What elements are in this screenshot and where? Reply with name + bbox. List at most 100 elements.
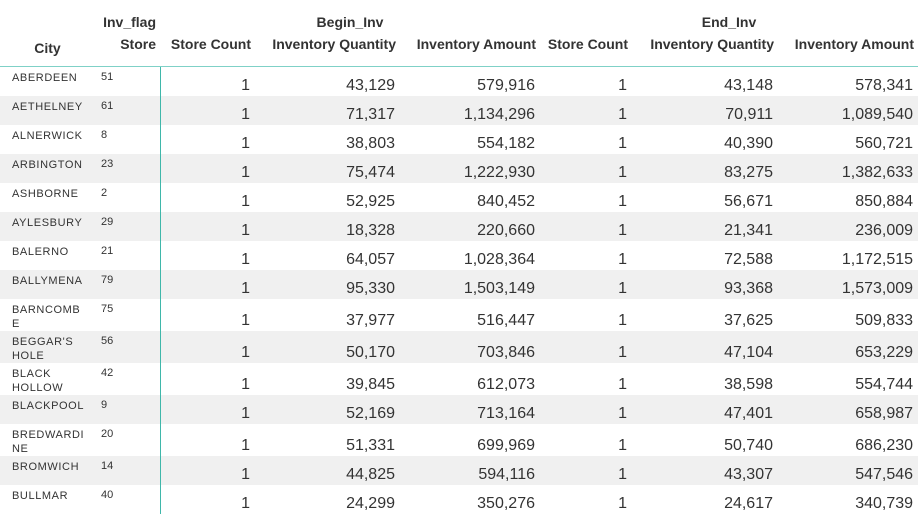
value-cell: 1	[160, 299, 255, 331]
column-header[interactable]: Inventory Quantity	[255, 33, 400, 67]
city-cell: BREDWARDINE	[0, 424, 95, 456]
store-cell: 79	[95, 270, 160, 299]
value-cell: 1	[540, 125, 632, 154]
value-cell: 594,116	[400, 456, 540, 485]
city-cell: ALNERWICK	[0, 125, 95, 154]
store-cell: 75	[95, 299, 160, 331]
value-cell: 703,846	[400, 331, 540, 363]
value-cell: 1	[160, 154, 255, 183]
store-cell: 8	[95, 125, 160, 154]
city-cell: BULLMAR	[0, 485, 95, 514]
value-cell: 1,134,296	[400, 96, 540, 125]
value-cell: 1,573,009	[778, 270, 918, 299]
value-cell: 64,057	[255, 241, 400, 270]
store-cell: 56	[95, 331, 160, 363]
value-cell: 1,503,149	[400, 270, 540, 299]
value-cell: 340,739	[778, 485, 918, 514]
store-cell: 51	[95, 67, 160, 97]
column-header[interactable]: Store Count	[540, 33, 632, 67]
value-cell: 47,104	[632, 331, 778, 363]
group-header[interactable]: End_Inv	[540, 0, 918, 33]
value-cell: 686,230	[778, 424, 918, 456]
city-cell: AYLESBURY	[0, 212, 95, 241]
value-cell: 1	[540, 241, 632, 270]
value-cell: 658,987	[778, 395, 918, 424]
value-cell: 38,803	[255, 125, 400, 154]
value-cell: 1	[160, 485, 255, 514]
city-header[interactable]: City	[0, 0, 95, 67]
value-cell: 70,911	[632, 96, 778, 125]
store-cell: 14	[95, 456, 160, 485]
value-cell: 1	[160, 96, 255, 125]
page: City Inv_flag Begin_Inv End_Inv Store St…	[0, 0, 918, 472]
value-cell: 24,299	[255, 485, 400, 514]
city-cell: ASHBORNE	[0, 183, 95, 212]
city-cell: ARBINGTON	[0, 154, 95, 183]
value-cell: 43,148	[632, 67, 778, 97]
city-cell: BLACKPOOL	[0, 395, 95, 424]
value-cell: 43,129	[255, 67, 400, 97]
value-cell: 56,671	[632, 183, 778, 212]
city-cell: BARNCOMBE	[0, 299, 95, 331]
value-cell: 699,969	[400, 424, 540, 456]
value-cell: 1	[540, 212, 632, 241]
column-header[interactable]: Inventory Quantity	[632, 33, 778, 67]
store-cell: 29	[95, 212, 160, 241]
value-cell: 75,474	[255, 154, 400, 183]
column-header[interactable]: Inventory Amount	[400, 33, 540, 67]
store-cell: 23	[95, 154, 160, 183]
value-cell: 579,916	[400, 67, 540, 97]
value-cell: 1,089,540	[778, 96, 918, 125]
value-cell: 1	[540, 67, 632, 97]
value-cell: 1	[160, 363, 255, 395]
value-cell: 40,390	[632, 125, 778, 154]
value-cell: 560,721	[778, 125, 918, 154]
value-cell: 93,368	[632, 270, 778, 299]
value-cell: 1	[160, 456, 255, 485]
value-cell: 1	[160, 424, 255, 456]
value-cell: 554,744	[778, 363, 918, 395]
store-cell: 2	[95, 183, 160, 212]
value-cell: 1,222,930	[400, 154, 540, 183]
value-cell: 1	[540, 395, 632, 424]
value-cell: 1	[540, 270, 632, 299]
value-cell: 51,331	[255, 424, 400, 456]
value-cell: 1	[160, 331, 255, 363]
group-header[interactable]: Begin_Inv	[160, 0, 540, 33]
value-cell: 44,825	[255, 456, 400, 485]
store-cell: 21	[95, 241, 160, 270]
value-cell: 52,169	[255, 395, 400, 424]
value-cell: 71,317	[255, 96, 400, 125]
value-cell: 43,307	[632, 456, 778, 485]
value-cell: 1	[540, 363, 632, 395]
column-header[interactable]: Inventory Amount	[778, 33, 918, 67]
value-cell: 220,660	[400, 212, 540, 241]
value-cell: 95,330	[255, 270, 400, 299]
inv-flag-header[interactable]: Inv_flag	[95, 0, 160, 33]
value-cell: 1,382,633	[778, 154, 918, 183]
value-cell: 713,164	[400, 395, 540, 424]
city-cell: BALLYMENA	[0, 270, 95, 299]
value-cell: 1	[160, 270, 255, 299]
value-cell: 1	[540, 424, 632, 456]
value-cell: 1	[540, 299, 632, 331]
city-cell: AETHELNEY	[0, 96, 95, 125]
value-cell: 1	[160, 125, 255, 154]
store-header[interactable]: Store	[95, 33, 160, 67]
column-header[interactable]: Store Count	[160, 33, 255, 67]
value-cell: 38,598	[632, 363, 778, 395]
